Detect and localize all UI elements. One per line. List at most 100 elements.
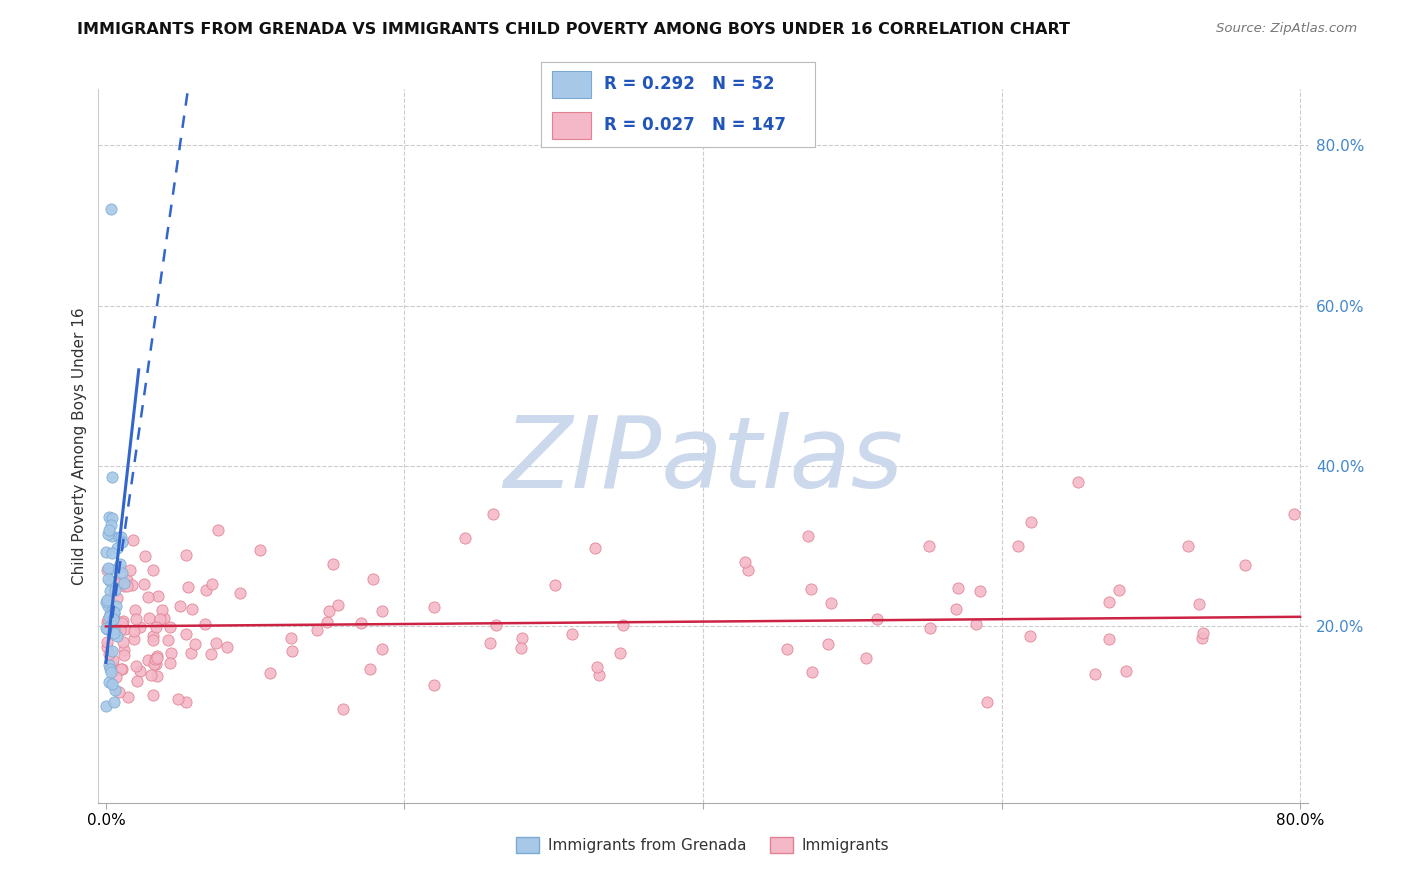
Y-axis label: Child Poverty Among Boys Under 16: Child Poverty Among Boys Under 16 [72,307,87,585]
Point [108,530,131,544]
Point [103,626,125,640]
Point [96,622,118,636]
Point [159,656,181,670]
Point [586,659,609,673]
Point [142,629,165,643]
Text: IMMIGRANTS FROM GRENADA VS IMMIGRANTS CHILD POVERTY AMONG BOYS UNDER 16 CORRELAT: IMMIGRANTS FROM GRENADA VS IMMIGRANTS CH… [77,22,1070,37]
Point [169,599,191,614]
Point [105,599,128,613]
Point [121,578,143,592]
Point [97,647,120,661]
Point [103,606,125,620]
Point [195,583,218,598]
Point [112,615,135,629]
Point [110,662,132,676]
Point [145,657,167,671]
Point [97,599,120,613]
Point [96,635,118,649]
Point [1066,475,1088,490]
Point [820,596,842,610]
Point [485,618,508,632]
Point [100,608,122,623]
Point [96,621,118,635]
Point [174,548,197,562]
Point [117,690,139,705]
Point [482,507,505,521]
Point [115,579,138,593]
Point [945,602,967,616]
Point [136,590,159,604]
Point [177,580,200,594]
Point [96,544,118,558]
Point [156,632,179,647]
Text: R = 0.292   N = 52: R = 0.292 N = 52 [605,76,775,94]
Point [110,530,132,544]
Point [97,612,120,626]
Point [132,577,155,591]
Point [167,691,190,706]
Point [148,590,170,604]
Point [124,612,146,626]
Point [101,658,124,673]
Point [149,612,172,626]
Point [1098,632,1121,646]
Point [1282,507,1305,521]
Point [145,620,167,634]
Point [111,616,134,631]
Point [98,610,121,624]
Point [111,566,134,581]
FancyBboxPatch shape [553,112,591,139]
Point [200,648,222,662]
Point [111,662,134,676]
Point [1018,629,1040,643]
Point [510,631,533,645]
Point [112,579,135,593]
Point [111,535,134,549]
Point [801,665,824,679]
Point [101,653,124,667]
Point [97,561,120,575]
Point [1234,558,1257,572]
Point [115,574,138,588]
Point [100,618,122,632]
Point [976,695,998,709]
Point [139,668,162,682]
Point [122,632,145,646]
Point [101,614,124,628]
Point [100,665,122,680]
Point [143,652,166,666]
Point [105,629,128,643]
Point [969,583,991,598]
Point [1098,594,1121,608]
Point [98,562,121,576]
Point [107,561,129,575]
Point [101,609,124,624]
Text: R = 0.027   N = 147: R = 0.027 N = 147 [605,116,786,134]
Point [318,604,340,618]
Point [361,572,384,586]
Point [371,641,394,656]
Point [160,646,183,660]
Point [1192,626,1215,640]
Point [97,572,120,586]
Point [800,582,823,596]
Point [97,523,120,537]
Point [114,622,136,636]
Point [101,511,124,525]
Point [180,646,202,660]
Point [1021,515,1043,529]
Point [112,643,135,657]
Point [180,602,202,616]
Point [136,653,159,667]
Point [100,202,122,217]
Point [120,563,142,577]
Point [121,533,143,548]
Point [96,640,118,655]
Point [583,541,606,555]
Point [98,591,121,606]
Point [100,517,122,532]
Legend: Immigrants from Grenada, Immigrants: Immigrants from Grenada, Immigrants [510,831,896,859]
Point [561,627,583,641]
Point [104,582,127,597]
Point [96,563,118,577]
